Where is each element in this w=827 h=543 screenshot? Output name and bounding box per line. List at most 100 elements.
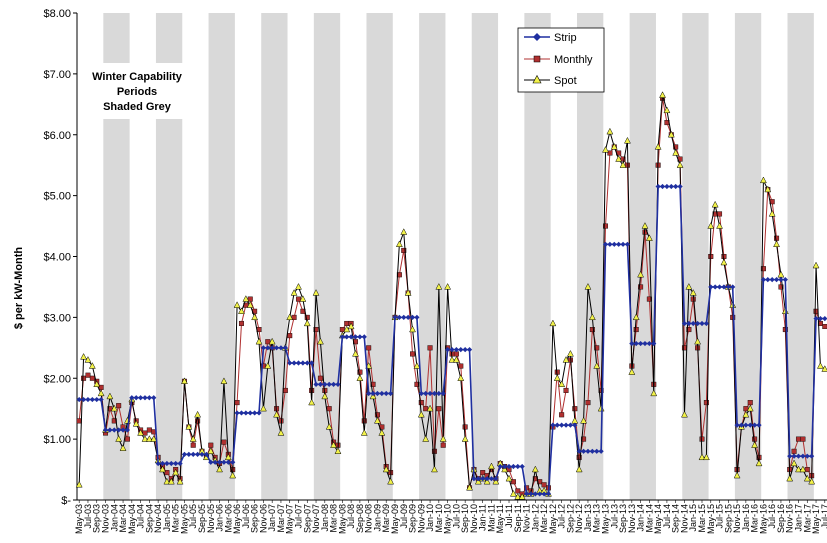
- point-strip: [804, 453, 810, 459]
- x-tick-label: Mar-12: [539, 504, 549, 533]
- point-strip: [620, 241, 626, 247]
- point-spot: [790, 459, 798, 467]
- point-strip: [361, 334, 367, 340]
- point-spot: [277, 429, 285, 436]
- point-strip: [567, 422, 574, 428]
- point-spot: [374, 416, 381, 424]
- point-monthly: [800, 436, 806, 442]
- point-strip: [642, 340, 648, 347]
- legend-label-monthly: Monthly: [554, 54, 593, 66]
- point-spot: [400, 228, 408, 235]
- point-monthly: [589, 327, 595, 333]
- point-spot: [132, 419, 140, 427]
- point-strip: [778, 277, 784, 283]
- point-monthly: [361, 418, 367, 424]
- x-tick-label: May-12: [548, 504, 558, 534]
- point-strip: [133, 395, 139, 401]
- point-monthly: [717, 211, 723, 217]
- point-strip: [523, 491, 530, 497]
- x-tick-label: Sep-03: [92, 504, 102, 533]
- x-tick-label: Sep-11: [513, 504, 523, 532]
- point-spot: [509, 489, 517, 497]
- point-strip: [462, 347, 468, 353]
- point-spot: [259, 404, 267, 412]
- point-strip: [352, 334, 359, 340]
- point-spot: [641, 222, 649, 229]
- x-tick-label: Jan-07: [267, 504, 277, 532]
- x-tick-label: Jul-17: [820, 504, 827, 529]
- point-strip: [637, 340, 644, 347]
- x-tick-label: Mar-04: [118, 504, 128, 533]
- point-spot: [167, 477, 175, 485]
- point-spot: [325, 423, 333, 430]
- point-monthly: [344, 320, 350, 326]
- point-spot: [242, 295, 250, 302]
- x-tick-label: Nov-12: [574, 504, 584, 533]
- point-spot: [426, 404, 434, 412]
- x-tick-label: Mar-13: [592, 504, 602, 533]
- point-strip: [151, 395, 157, 401]
- point-strip: [335, 381, 341, 387]
- point-strip: [475, 476, 481, 482]
- point-strip: [295, 360, 302, 366]
- x-tick-label: Jan-17: [793, 504, 803, 532]
- point-monthly: [287, 333, 293, 339]
- point-strip: [256, 410, 262, 416]
- point-monthly: [436, 406, 442, 412]
- point-spot: [378, 429, 386, 436]
- x-tick-label: Jul-14: [662, 504, 672, 529]
- x-tick-label: Mar-08: [329, 504, 339, 533]
- point-strip: [431, 390, 438, 397]
- x-tick-label: Nov-16: [785, 504, 795, 533]
- point-strip: [594, 448, 600, 454]
- point-strip: [317, 381, 324, 387]
- point-strip: [493, 476, 499, 482]
- point-spot: [137, 429, 145, 436]
- point-spot: [413, 362, 421, 369]
- point-spot: [676, 161, 684, 168]
- point-strip: [164, 460, 170, 467]
- point-strip: [497, 463, 503, 470]
- point-monthly: [124, 436, 130, 442]
- point-strip: [708, 284, 714, 290]
- point-monthly: [291, 314, 297, 320]
- point-strip: [111, 427, 117, 433]
- point-monthly: [418, 400, 424, 406]
- x-tick-label: Nov-06: [258, 504, 268, 533]
- point-strip: [484, 476, 490, 482]
- point-monthly: [607, 150, 613, 156]
- x-tick-label: Nov-04: [153, 504, 163, 533]
- point-spot: [457, 374, 465, 381]
- point-spot: [488, 462, 495, 470]
- point-monthly: [370, 381, 376, 387]
- x-tick-label: Jul-12: [557, 504, 567, 529]
- point-strip: [199, 451, 205, 457]
- point-strip: [436, 390, 442, 397]
- point-strip: [291, 360, 297, 366]
- x-tick-label: Sep-13: [618, 504, 628, 533]
- point-spot: [672, 149, 680, 156]
- point-spot: [145, 435, 153, 442]
- x-tick-label: Nov-15: [732, 504, 742, 533]
- point-strip: [269, 345, 275, 351]
- point-spot: [514, 493, 522, 500]
- point-monthly: [234, 400, 240, 406]
- point-strip: [252, 410, 258, 416]
- point-spot: [80, 352, 87, 360]
- point-spot: [181, 377, 188, 384]
- x-tick-label: Jan-13: [583, 504, 593, 532]
- x-tick-label: Jul-11: [504, 504, 514, 528]
- point-strip: [173, 460, 179, 467]
- point-monthly: [581, 436, 587, 442]
- legend-marker-strip: [533, 33, 541, 41]
- point-strip: [230, 459, 236, 465]
- x-tick-label: Mar-17: [802, 504, 812, 533]
- legend-label-spot: Spot: [554, 75, 577, 87]
- point-spot: [238, 307, 245, 314]
- point-monthly: [190, 442, 196, 448]
- point-spot: [246, 301, 254, 308]
- point-strip: [445, 347, 451, 353]
- point-spot: [742, 410, 750, 418]
- point-strip: [734, 422, 740, 428]
- point-strip: [607, 241, 613, 247]
